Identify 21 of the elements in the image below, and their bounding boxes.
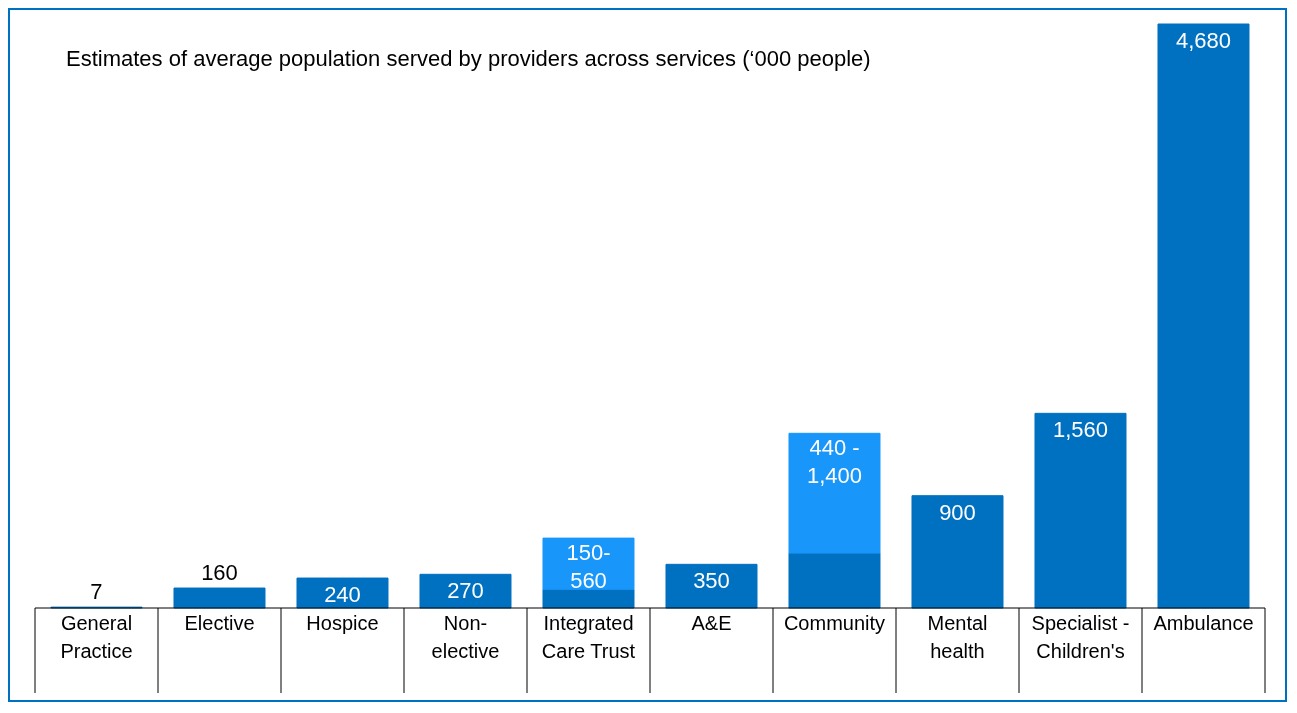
x-tick-label: Ambulance	[1153, 612, 1254, 634]
x-tick-label: Elective	[184, 612, 255, 634]
text: Estimates of average population served by providers across services (‘000 people)	[66, 46, 871, 72]
data-label: 7	[90, 579, 103, 605]
annotation: 150-560	[566, 540, 611, 594]
x-tick-label: Hospice	[306, 612, 379, 634]
x-tick-label: Specialist - Children's	[1031, 612, 1130, 662]
data-label: 350	[693, 568, 730, 594]
data-label: 4,680	[1175, 28, 1232, 53]
data-label: 240	[324, 582, 361, 608]
annotation: 440 - 1,400	[806, 435, 863, 489]
x-tick-label: Mental health	[927, 612, 988, 662]
data-label: 900	[939, 499, 976, 525]
data-label: 1,560	[1052, 417, 1109, 443]
data-label: 270	[447, 578, 484, 604]
x-tick-label: Integrated Care Trust	[541, 612, 636, 662]
x-tick-label: Non-elective	[431, 612, 500, 662]
x-tick-label: General Practice	[60, 612, 133, 662]
data-label: 160	[201, 560, 238, 586]
x-tick-label: Community	[783, 612, 886, 634]
x-tick-label: A&E	[691, 612, 732, 634]
